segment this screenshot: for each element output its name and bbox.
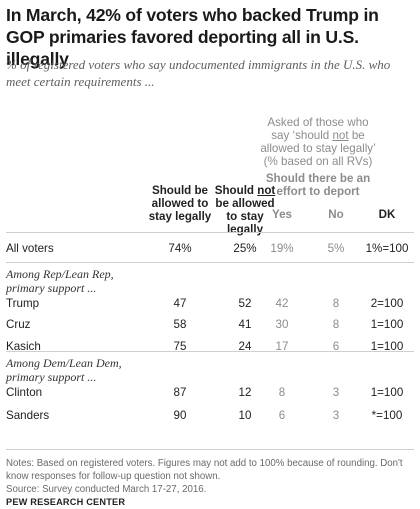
cell-all-voters-allowed: 74% — [168, 242, 192, 255]
row-label-sanders: Sanders — [6, 409, 50, 422]
divider-top — [6, 232, 414, 233]
cell-clinton-not-allowed: 12 — [238, 386, 252, 399]
brand-logo: PEW RESEARCH CENTER — [6, 497, 126, 507]
cell-cruz-yes: 30 — [275, 318, 289, 331]
chart-title: In March, 42% of voters who backed Trump… — [6, 5, 379, 69]
row-label-cruz: Cruz — [6, 318, 31, 331]
cell-sanders-allowed: 90 — [173, 409, 187, 422]
cell-kasich-dk: 1=100 — [370, 340, 404, 353]
col-header-no: No — [328, 208, 344, 221]
cell-all-voters-yes: 19% — [270, 242, 294, 255]
divider-bottom — [6, 449, 414, 450]
cell-all-voters-no: 5% — [327, 242, 345, 255]
cell-sanders-yes: 6 — [278, 409, 286, 422]
cell-cruz-not-allowed: 41 — [238, 318, 252, 331]
cell-trump-dk: 2=100 — [370, 297, 404, 310]
col-header-allowed: Should be allowed to stay legally — [148, 184, 212, 223]
cell-kasich-allowed: 75 — [173, 340, 187, 353]
row-label-kasich: Kasich — [6, 340, 41, 353]
cell-clinton-allowed: 87 — [173, 386, 187, 399]
cell-clinton-no: 3 — [332, 386, 340, 399]
group-label-dem: Among Dem/Lean Dem, primary support ... — [6, 356, 122, 384]
cell-all-voters-not-allowed: 25% — [233, 242, 257, 255]
asked-line-2: say ‘should not be — [271, 129, 365, 142]
notes: Notes: Based on registered voters. Figur… — [6, 458, 403, 482]
row-label-trump: Trump — [6, 297, 40, 310]
cell-kasich-yes: 17 — [275, 340, 289, 353]
asked-line-4: (% based on all RVs) — [263, 155, 373, 168]
cell-cruz-dk: 1=100 — [370, 318, 404, 331]
cell-kasich-not-allowed: 24 — [238, 340, 252, 353]
chart-subtitle: % of registered voters who say undocumen… — [6, 57, 391, 89]
cell-sanders-no: 3 — [332, 409, 340, 422]
col-header-dk: DK — [378, 208, 396, 221]
row-label-clinton: Clinton — [6, 386, 43, 399]
cell-trump-not-allowed: 52 — [238, 297, 252, 310]
source: Source: Survey conducted March 17-27, 20… — [6, 484, 207, 495]
asked-line-3: allowed to stay legally’ — [260, 142, 376, 155]
effort-header: Should there be an effort to deport — [265, 172, 371, 198]
asked-line-1: Asked of those who — [267, 116, 369, 129]
cell-clinton-dk: 1=100 — [370, 386, 404, 399]
cell-sanders-not-allowed: 10 — [238, 409, 252, 422]
cell-trump-no: 8 — [332, 297, 340, 310]
divider-dem — [6, 351, 414, 352]
group-label-rep: Among Rep/Lean Rep, primary support ... — [6, 267, 114, 295]
asked-header: Asked of those who say ‘should not be al… — [248, 116, 388, 168]
cell-sanders-dk: *=100 — [371, 409, 403, 422]
divider-rep — [6, 262, 414, 263]
cell-trump-allowed: 47 — [173, 297, 187, 310]
cell-all-voters-dk: 1%=100 — [365, 242, 409, 255]
cell-cruz-no: 8 — [332, 318, 340, 331]
col-header-yes: Yes — [272, 208, 292, 221]
cell-kasich-no: 6 — [332, 340, 340, 353]
cell-clinton-yes: 8 — [278, 386, 286, 399]
cell-cruz-allowed: 58 — [173, 318, 187, 331]
row-label-all-voters: All voters — [6, 242, 54, 255]
cell-trump-yes: 42 — [275, 297, 289, 310]
